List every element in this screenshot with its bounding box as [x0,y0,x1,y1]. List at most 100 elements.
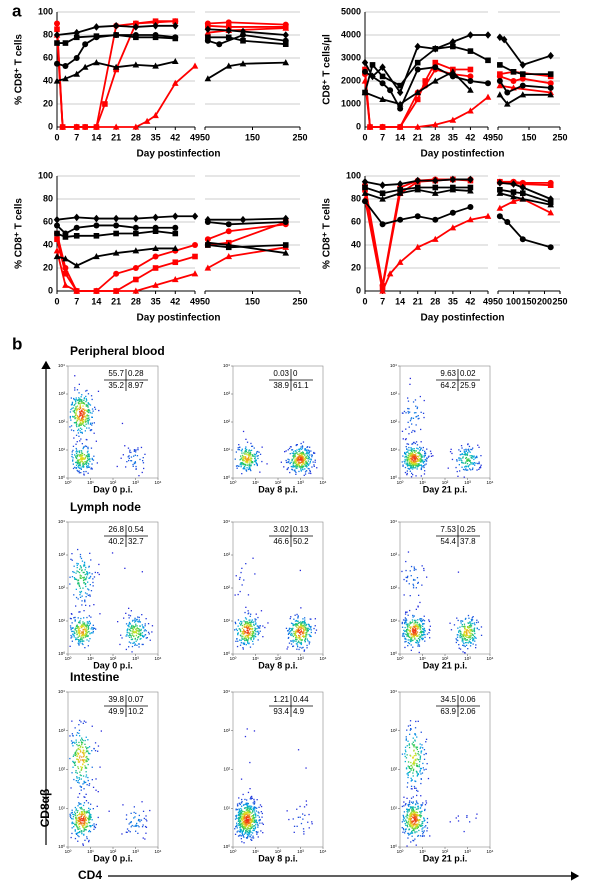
event-dot [303,459,305,461]
event-dot [455,641,457,644]
event-dot [80,590,83,593]
quadrant-value: 39.8 [108,695,124,704]
event-dot [414,631,417,633]
event-dot [79,785,81,787]
event-dot [93,455,95,457]
event-dot [86,747,88,749]
event-dot [418,634,420,636]
event-dot [297,816,299,818]
series-line [499,64,551,75]
event-dot [83,411,85,413]
event-dot [403,632,405,634]
event-dot [135,623,137,625]
event-dot [83,625,85,628]
event-dot [82,417,84,419]
event-dot [75,457,78,460]
marker [449,73,456,80]
event-dot [141,632,144,634]
event-dot [470,625,473,627]
event-dot [116,465,118,468]
event-dot [73,632,76,635]
marker [496,91,504,98]
event-dot [77,583,79,585]
event-dot [85,416,87,418]
event-dot [81,632,83,634]
event-dot [78,831,80,834]
event-dot [237,820,239,822]
event-dot [449,622,451,624]
event-dot [293,454,295,456]
x-tick-label: 150 [245,132,260,142]
y-tick-label: 1000 [341,98,361,108]
event-dot [82,643,84,646]
event-dot [418,764,421,766]
event-dot [249,461,251,463]
event-dot [308,451,310,453]
event-dot [94,408,97,410]
event-dot [295,473,297,475]
event-dot [239,816,241,818]
event-dot [251,806,253,808]
event-dot [253,464,256,466]
event-dot [310,627,312,629]
event-dot [412,744,414,746]
event-dot [246,441,249,443]
event-dot [138,646,140,648]
event-dot [76,459,79,461]
event-dot [242,830,244,832]
series-line [207,221,287,246]
event-dot [464,645,466,648]
event-dot [310,629,312,631]
event-dot [473,458,475,461]
event-dot [415,720,417,723]
event-dot [408,462,411,464]
event-dot [410,728,412,730]
event-dot [248,817,250,819]
x-tick-label: 21 [111,132,121,142]
event-dot [75,451,77,453]
marker [73,34,80,41]
event-dot [252,815,255,817]
event-dot [95,823,97,826]
event-dot [478,628,480,631]
marker [510,189,517,195]
event-dot [410,622,413,624]
event-dot [81,450,83,452]
event-dot [458,457,460,459]
event-dot [262,823,264,825]
marker [54,20,60,27]
event-dot [413,825,415,827]
event-dot [80,636,82,638]
event-dot [79,611,81,613]
event-dot [86,760,88,762]
event-dot [415,759,417,762]
event-dot [73,594,75,596]
event-dot [70,629,72,631]
event-dot [298,466,300,468]
event-dot [78,424,80,427]
event-dot [409,733,411,735]
event-dot [132,631,134,634]
event-dot [409,800,411,802]
event-dot [79,627,81,629]
event-dot [121,637,123,639]
event-dot [298,636,300,638]
marker [152,228,159,234]
event-dot [71,627,73,629]
event-dot [74,616,76,619]
event-dot [73,411,75,413]
event-dot [303,630,305,632]
event-dot [83,809,85,811]
event-dot [75,410,78,412]
event-dot [300,465,302,468]
event-dot [88,456,90,458]
quadrant-value: 0 [293,369,298,378]
event-dot [79,630,81,632]
event-dot [412,464,415,466]
event-dot [242,458,244,461]
event-dot [458,631,460,633]
event-dot [75,464,78,466]
event-dot [242,816,244,818]
x-tick-label: 14 [395,132,405,142]
